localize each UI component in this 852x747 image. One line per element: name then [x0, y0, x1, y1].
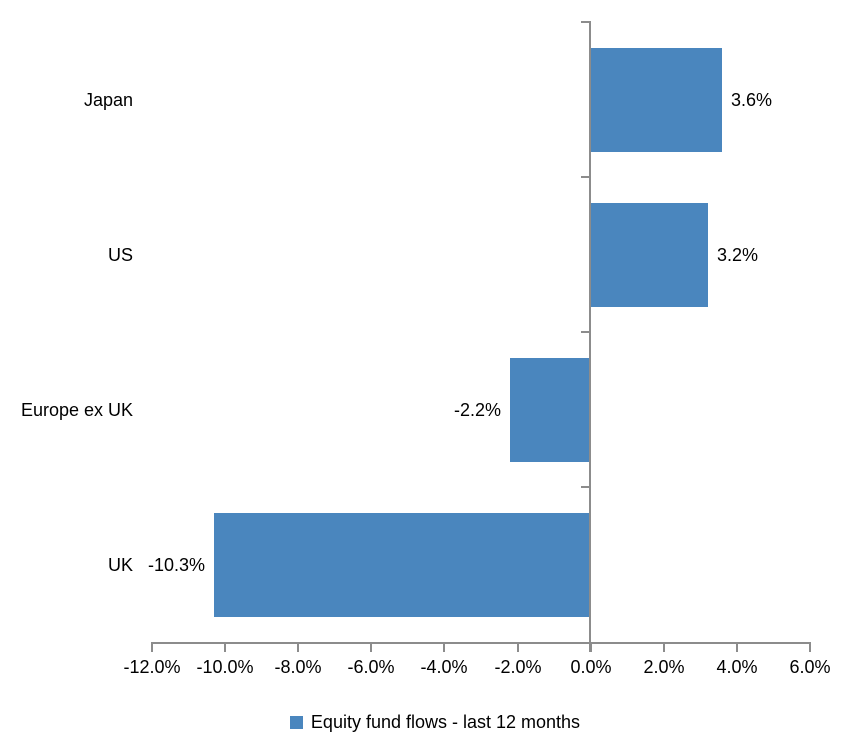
- bar-us: [591, 203, 708, 307]
- x-tick-label: -12.0%: [123, 657, 181, 677]
- x-axis-tick: [370, 644, 372, 652]
- bar-uk: [214, 513, 589, 617]
- legend-label: Equity fund flows - last 12 months: [310, 712, 581, 732]
- category-label-japan: Japan: [83, 90, 133, 110]
- x-axis-tick: [297, 644, 299, 652]
- x-tick-label: 0.0%: [570, 657, 612, 677]
- category-axis-tick: [581, 486, 589, 488]
- x-tick-label: 4.0%: [716, 657, 758, 677]
- category-axis-tick: [581, 176, 589, 178]
- value-label-europe-ex-uk: -2.2%: [453, 400, 501, 420]
- legend-color-swatch: [289, 715, 303, 729]
- x-tick-label: -10.0%: [196, 657, 254, 677]
- x-axis-tick: [590, 644, 592, 652]
- category-axis-tick: [581, 331, 589, 333]
- legend: Equity fund flows - last 12 months: [0, 709, 852, 735]
- value-label-us: 3.2%: [717, 245, 759, 265]
- x-axis-tick: [663, 644, 665, 652]
- x-tick-label: -2.0%: [494, 657, 542, 677]
- category-axis-line: [589, 21, 591, 652]
- category-label-europe-ex-uk: Europe ex UK: [20, 400, 133, 420]
- category-label-us: US: [107, 245, 133, 265]
- x-axis-tick: [736, 644, 738, 652]
- value-axis-line: [151, 642, 811, 644]
- x-tick-label: -4.0%: [420, 657, 468, 677]
- x-axis-tick: [809, 644, 811, 652]
- x-axis-tick: [443, 644, 445, 652]
- x-tick-label: 6.0%: [789, 657, 831, 677]
- legend-item: Equity fund flows - last 12 months: [289, 709, 581, 735]
- value-label-uk: -10.3%: [147, 555, 205, 575]
- x-tick-label: 2.0%: [643, 657, 685, 677]
- x-axis-tick: [517, 644, 519, 652]
- x-tick-label: -8.0%: [274, 657, 322, 677]
- category-axis-tick: [581, 21, 589, 23]
- value-label-japan: 3.6%: [731, 90, 773, 110]
- bar-europe-ex-uk: [510, 358, 589, 462]
- bar-japan: [591, 48, 722, 152]
- x-tick-label: -6.0%: [347, 657, 395, 677]
- x-axis-tick: [224, 644, 226, 652]
- x-axis-tick: [151, 644, 153, 652]
- category-label-uk: UK: [107, 555, 133, 575]
